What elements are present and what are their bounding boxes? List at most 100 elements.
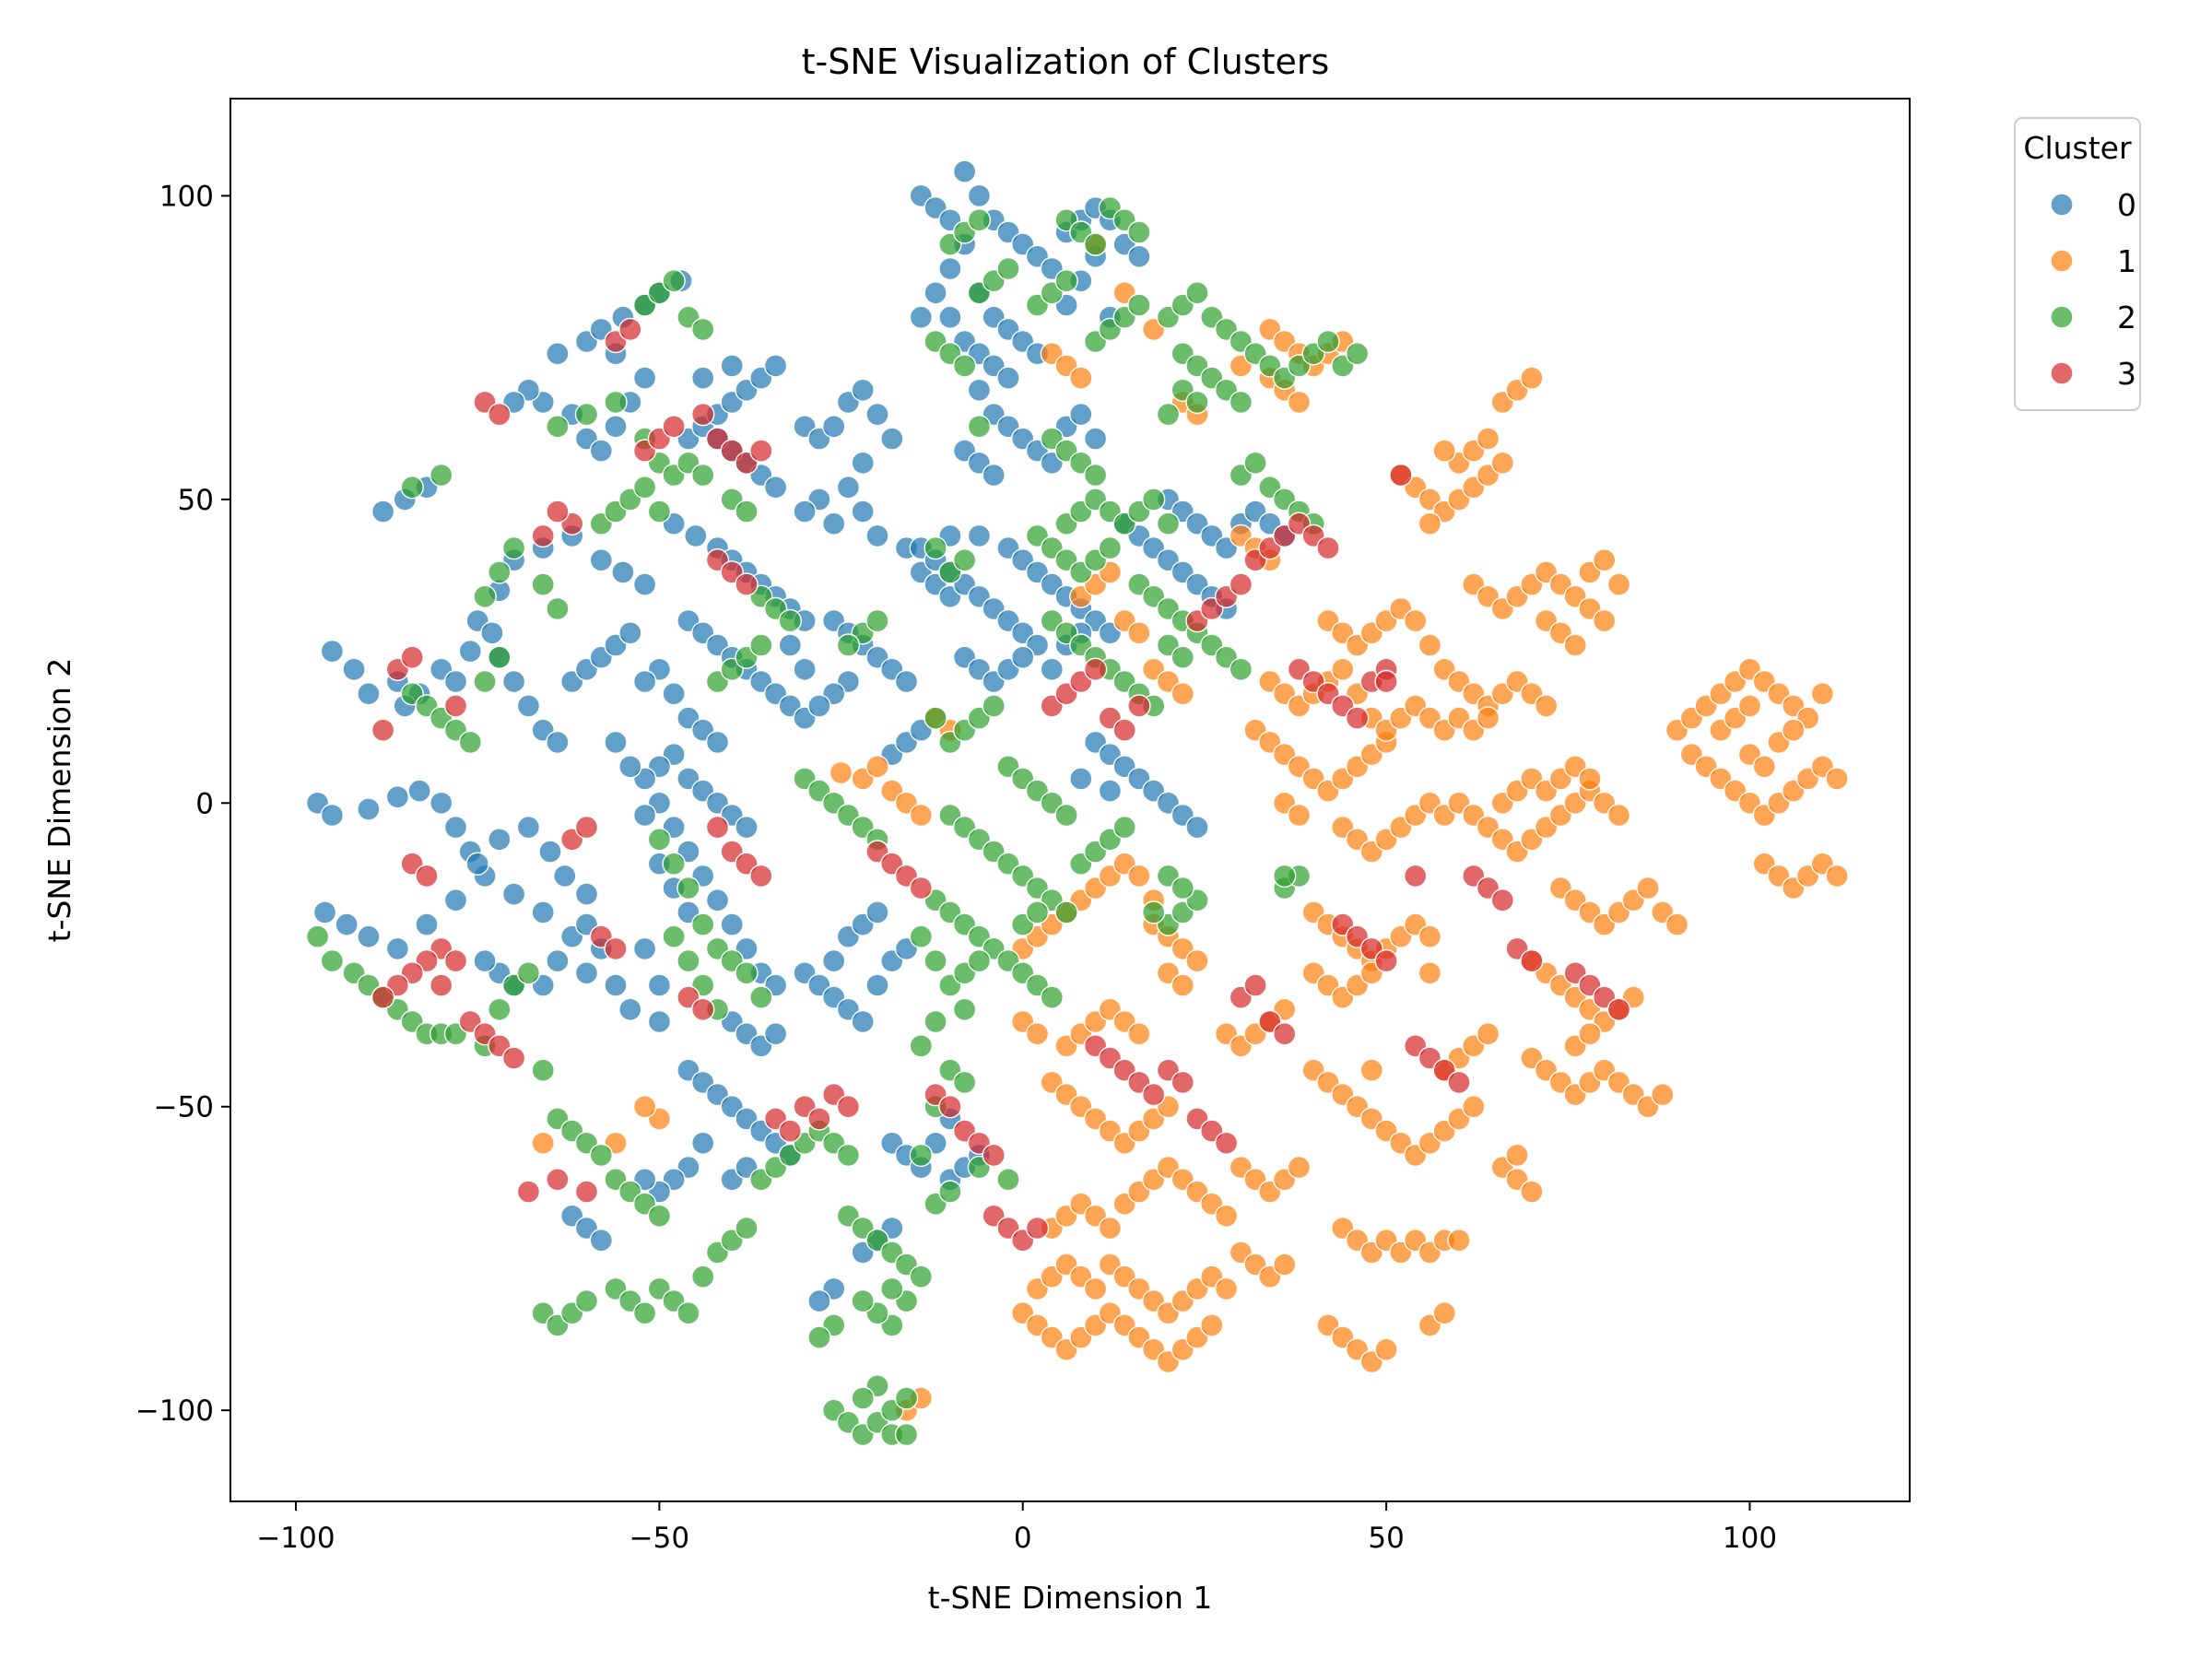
y-axis-label: t-SNE Dimension 2 — [41, 658, 77, 943]
cluster-2-point — [836, 1143, 861, 1168]
cluster-3-point — [400, 645, 424, 669]
cluster-2-point — [1098, 535, 1123, 560]
legend-label-0: 0 — [2117, 187, 2136, 223]
cluster-0-point — [574, 882, 599, 906]
cluster-3-point — [982, 1143, 1006, 1168]
cluster-2-point — [749, 985, 773, 1009]
cluster-3-point — [691, 402, 715, 427]
cluster-2-point — [836, 633, 861, 657]
cluster-0-point — [589, 439, 613, 463]
cluster-3-point — [574, 1180, 599, 1204]
cluster-1-point — [1272, 1253, 1297, 1277]
cluster-2-point — [909, 1265, 933, 1288]
cluster-0-point — [778, 633, 802, 657]
cluster-0-point — [822, 948, 846, 973]
y-tick-label: 50 — [178, 484, 214, 517]
cluster-1-point — [1287, 390, 1312, 415]
cluster-2-point — [952, 997, 977, 1022]
cluster-0-point — [407, 779, 431, 803]
cluster-2-point — [604, 390, 628, 415]
cluster-2-point — [1185, 390, 1209, 415]
cluster-2-point — [924, 948, 947, 973]
cluster-3-point — [371, 718, 395, 742]
cluster-0-point — [604, 730, 628, 755]
cluster-2-point — [1229, 657, 1253, 681]
cluster-0-point — [807, 694, 831, 718]
x-tick-label: −100 — [256, 1522, 335, 1555]
legend-label-2: 2 — [2117, 300, 2136, 335]
cluster-1-point — [1200, 1313, 1224, 1337]
cluster-0-point — [967, 524, 992, 548]
cluster-1-point — [1331, 657, 1355, 681]
cluster-2-point — [488, 997, 512, 1022]
cluster-3-point — [662, 415, 686, 439]
cluster-3-point — [1606, 997, 1631, 1022]
cluster-0-point — [691, 1131, 715, 1156]
cluster-3-point — [443, 948, 468, 973]
cluster-3-point — [1229, 572, 1253, 596]
cluster-1-point — [1083, 1277, 1108, 1301]
cluster-0-point — [320, 639, 345, 664]
cluster-2-point — [574, 402, 599, 427]
cluster-2-point — [1054, 269, 1078, 293]
cluster-3-point — [1272, 1021, 1297, 1046]
cluster-2-point — [952, 548, 977, 572]
cluster-0-point — [443, 888, 468, 912]
cluster-0-point — [553, 864, 577, 888]
cluster-1-point — [1432, 439, 1456, 463]
cluster-2-point — [458, 730, 482, 755]
cluster-2-point — [531, 1058, 555, 1082]
cluster-3-point — [836, 1094, 861, 1119]
cluster-3-point — [1214, 1131, 1239, 1156]
cluster-1-point — [1606, 803, 1631, 828]
cluster-3-point — [1141, 1082, 1166, 1107]
cluster-0-point — [836, 476, 861, 500]
cluster-1-point — [1403, 608, 1428, 633]
plot-area-frame — [229, 98, 1911, 1502]
cluster-0-point — [443, 669, 468, 694]
cluster-2-point — [691, 463, 715, 488]
cluster-3-point — [546, 500, 570, 524]
cluster-2-point — [1083, 232, 1108, 256]
cluster-1-point — [1476, 706, 1500, 730]
cluster-1-point — [1665, 912, 1689, 936]
cluster-0-point — [632, 572, 657, 596]
cluster-1-point — [531, 1131, 555, 1156]
cluster-0-point — [589, 1228, 613, 1253]
cluster-1-point — [632, 1094, 657, 1119]
cluster-0-point — [1010, 645, 1035, 669]
x-tick-label: 50 — [1368, 1522, 1404, 1555]
cluster-2-point — [1054, 803, 1078, 828]
cluster-1-point — [1592, 608, 1617, 633]
cluster-1-point — [1127, 621, 1151, 645]
cluster-2-point — [662, 269, 686, 293]
cluster-2-point — [677, 948, 700, 973]
cluster-1-point — [1287, 803, 1312, 828]
cluster-3-point — [1345, 706, 1370, 730]
cluster-0-point — [822, 415, 846, 439]
cluster-2-point — [807, 1325, 831, 1349]
cluster-0-point — [546, 948, 570, 973]
cluster-1-point — [1578, 767, 1602, 791]
cluster-0-point — [516, 815, 541, 840]
cluster-0-point — [473, 948, 497, 973]
cluster-2-point — [677, 876, 700, 900]
cluster-2-point — [735, 961, 759, 985]
cluster-3-point — [618, 317, 642, 342]
points-layer — [305, 159, 1849, 1447]
cluster-1-point — [1476, 427, 1500, 451]
cluster-1-point — [1069, 366, 1093, 390]
cluster-3-point — [488, 402, 512, 427]
cluster-2-point — [749, 633, 773, 657]
cluster-0-point — [763, 476, 788, 500]
cluster-2-point — [662, 852, 686, 876]
legend-marker-2 — [2050, 305, 2074, 329]
cluster-2-point — [909, 1034, 933, 1058]
cluster-0-point — [604, 973, 628, 997]
cluster-2-point — [400, 476, 424, 500]
cluster-0-point — [705, 730, 730, 755]
cluster-1-point — [1418, 924, 1442, 948]
cluster-1-point — [1171, 973, 1195, 997]
cluster-0-point — [632, 669, 657, 694]
cluster-0-point — [938, 305, 962, 329]
